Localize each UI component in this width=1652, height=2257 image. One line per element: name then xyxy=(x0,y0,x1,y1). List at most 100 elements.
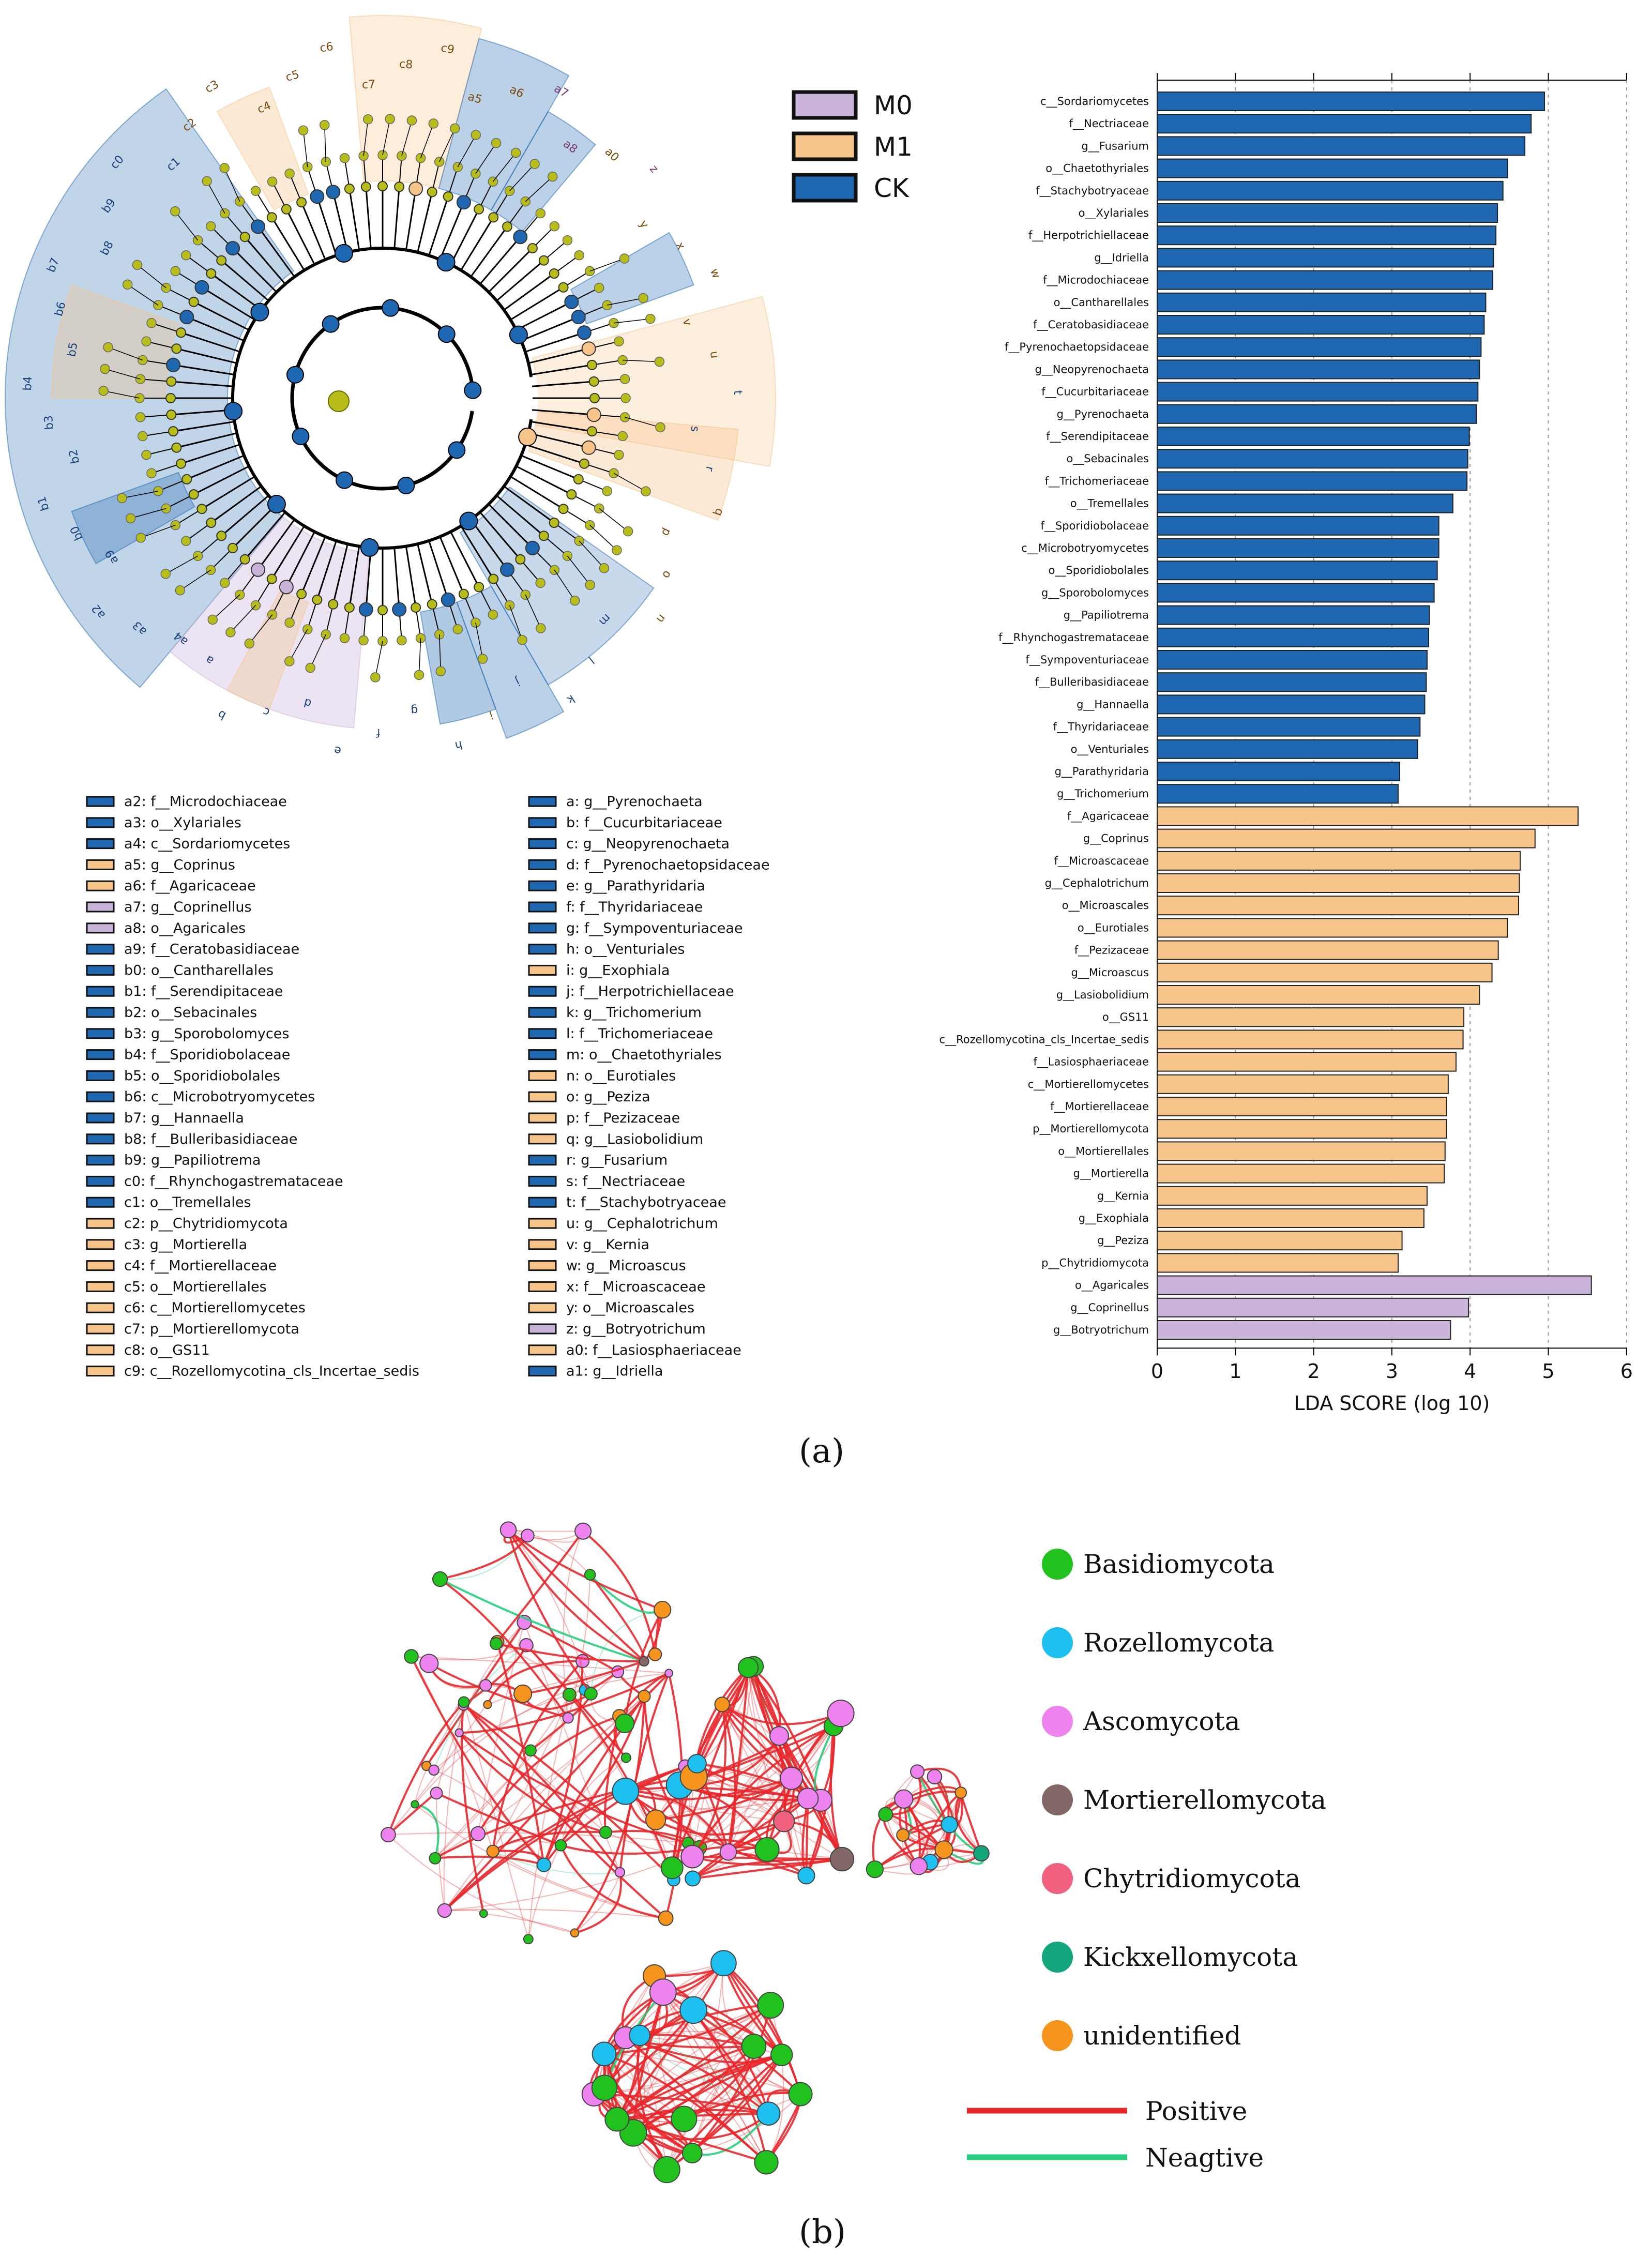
leaf-node xyxy=(435,666,446,676)
leaf-node xyxy=(170,266,181,277)
x-tick-label: 2 xyxy=(1308,1360,1320,1383)
x-tick-label: 0 xyxy=(1151,1360,1163,1383)
leaf-node xyxy=(471,130,481,140)
legend-entry: g: f__Sympoventuriaceae xyxy=(566,920,743,936)
legend-entry: m: o__Chaetothyriales xyxy=(566,1047,722,1063)
edge xyxy=(487,1660,583,1705)
leaf-node xyxy=(655,422,665,433)
clade-node xyxy=(267,495,286,514)
legend-swatch xyxy=(528,859,557,870)
leaf-node xyxy=(535,208,545,219)
leaf-node xyxy=(135,412,146,422)
clade-node xyxy=(216,255,227,266)
legend-label: Chytridiomycota xyxy=(1083,1864,1300,1894)
branch xyxy=(525,444,585,465)
sector-eurotiales xyxy=(348,15,482,189)
legend-entry: a: g__Pyrenochaeta xyxy=(566,794,703,810)
edge xyxy=(563,1531,584,1718)
branch xyxy=(450,531,480,587)
network-node xyxy=(513,1684,533,1703)
bar xyxy=(1157,359,1480,380)
clade-node xyxy=(328,599,339,610)
branch xyxy=(554,569,575,601)
network-node xyxy=(754,1837,780,1862)
legend-entry: z: g__Botryotrichum xyxy=(566,1321,706,1337)
clade-node xyxy=(310,189,325,204)
legend-swatch xyxy=(86,1366,115,1377)
legend-swatch xyxy=(528,1323,557,1335)
legend-entry: h: o__Venturiales xyxy=(566,942,685,958)
bar-label: g__Parathyridaria xyxy=(1055,765,1149,778)
edge xyxy=(603,2053,767,2163)
legend-entry: v: g__Kernia xyxy=(566,1237,649,1253)
edge xyxy=(496,1642,644,1662)
edge xyxy=(636,2035,668,2171)
clade-node xyxy=(538,255,549,266)
bar xyxy=(1157,851,1521,871)
edge xyxy=(559,1844,666,1919)
edge xyxy=(529,1693,592,1751)
network-node xyxy=(770,2043,793,2066)
leaf-node xyxy=(549,221,560,232)
network-node xyxy=(896,1828,910,1842)
network-node xyxy=(570,1928,580,1938)
legend-label: Mortierellomycota xyxy=(1083,1785,1326,1815)
leaf-node xyxy=(619,253,630,264)
clade-node xyxy=(459,511,478,531)
cladogram-group-legend: M0 M1 CK xyxy=(792,90,913,203)
edge xyxy=(388,1645,527,1835)
branch xyxy=(332,543,348,605)
leaf-node xyxy=(452,624,463,634)
edge xyxy=(692,1666,754,1857)
legend-swatch xyxy=(528,817,557,828)
leaf-node xyxy=(305,662,315,673)
clade-node xyxy=(188,296,199,307)
legend-swatch xyxy=(86,838,115,850)
leaf-node xyxy=(362,114,373,125)
leaf-node xyxy=(244,638,255,649)
network-node xyxy=(562,1712,574,1724)
x-axis-title: LDA SCORE (log 10) xyxy=(1294,1392,1490,1415)
clade-node xyxy=(166,410,177,420)
branch xyxy=(316,196,337,256)
clade-node xyxy=(573,474,584,484)
edge xyxy=(624,1609,663,1724)
bar-label: o__Sporidiobolales xyxy=(1049,564,1149,577)
edge xyxy=(507,1529,663,1611)
branch xyxy=(521,316,579,342)
edge xyxy=(748,1667,843,1859)
legend-swatch xyxy=(528,1218,557,1229)
legend-entry: t: f__Stachybotryaceae xyxy=(566,1194,726,1210)
branch xyxy=(531,420,593,432)
branch xyxy=(525,331,585,353)
edge xyxy=(507,1529,645,1662)
edge xyxy=(492,1694,570,1852)
edge xyxy=(433,1769,544,1866)
legend-swatch-M1 xyxy=(792,131,858,161)
branch xyxy=(186,316,245,342)
clade-node xyxy=(588,376,599,387)
leaf-node xyxy=(284,617,295,628)
legend-label-M1: M1 xyxy=(874,132,913,162)
legend-swatch xyxy=(528,964,557,976)
network-node xyxy=(754,2150,779,2175)
legend-swatch xyxy=(528,1155,557,1166)
bar-label: g__Idriella xyxy=(1094,251,1149,264)
branch xyxy=(428,196,449,256)
edge xyxy=(691,2005,772,2154)
branch xyxy=(201,476,255,510)
legend-entry: c5: o__Mortierellales xyxy=(124,1279,267,1295)
legend-entry: d: f__Pyrenochaetopsidaceae xyxy=(566,857,770,873)
bar xyxy=(1157,225,1497,246)
network-node xyxy=(639,1656,649,1667)
branch xyxy=(173,364,235,376)
legend-entry: b8: f__Bulleribasidiaceae xyxy=(124,1131,297,1147)
branch xyxy=(193,465,250,495)
branch xyxy=(528,432,589,449)
branch xyxy=(428,540,449,600)
branch xyxy=(528,347,589,364)
legend-entry: a9: f__Ceratobasidiaceae xyxy=(124,942,299,958)
sector-label: b2 xyxy=(67,448,82,465)
bar xyxy=(1157,940,1499,960)
branch xyxy=(492,152,517,182)
